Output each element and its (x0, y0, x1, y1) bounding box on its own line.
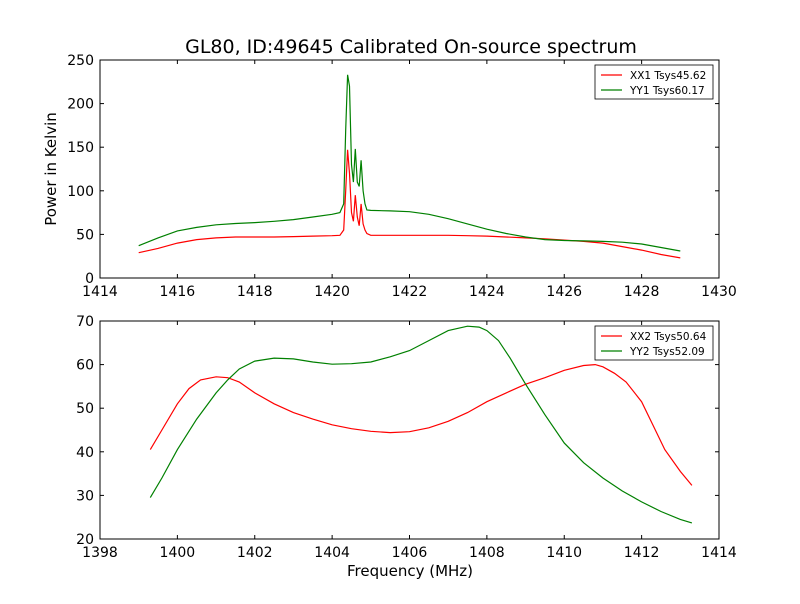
y-tick-label: 60 (76, 358, 94, 374)
panel-1: 1414 1416 1418 1420 1422 1424 1426 1428 1430 0 50 1… (67, 53, 737, 300)
y-tick-label: 30 (76, 488, 94, 504)
x-tick-label: 1412 (624, 545, 660, 561)
legend-label: YY1 Tsys60.17 (629, 85, 705, 97)
x-tick-label: 1424 (469, 284, 505, 300)
series-line-1-2 (138, 74, 681, 252)
x-tick-label: 1410 (546, 545, 582, 561)
legend-1: XX1 Tsys45.62 YY1 Tsys60.17 (594, 64, 714, 100)
series-line-2-2 (149, 325, 693, 524)
x-tick-label: 1416 (160, 284, 196, 300)
y-axis-label: Power in Kelvin (42, 112, 60, 226)
x-tick-label: 1406 (392, 545, 428, 561)
x-tick-label: 1400 (160, 545, 196, 561)
legend-box (594, 64, 714, 100)
legend-2: XX2 Tsys50.64 YY2 Tsys52.09 (594, 325, 714, 361)
series-line-2-1 (149, 363, 693, 486)
x-tick-label: 1426 (546, 284, 582, 300)
y-tick-label: 50 (76, 401, 94, 417)
x-axis-label: Frequency (MHz) (347, 562, 473, 580)
y-tick-label: 200 (67, 97, 94, 113)
x-tick-label: 1398 (82, 545, 118, 561)
plot-panels: 1414 1416 1418 1420 1422 1424 1426 1428 14300501… (67, 53, 737, 561)
x-tick-label: 1420 (314, 284, 350, 300)
legend-label: XX2 Tsys50.64 (630, 331, 707, 343)
y-tick-label: 40 (76, 445, 94, 461)
y-tick-label: 150 (67, 140, 94, 156)
x-tick-label: 1408 (469, 545, 505, 561)
chart-title: GL80, ID:49645 Calibrated On-source spec… (185, 36, 637, 58)
y-tick-label: 20 (76, 532, 94, 548)
y-tick-label: 70 (76, 314, 94, 330)
panel-2: 1398 1400 1402 1404 1406 1408 1410 1412 1414 20 30… (76, 314, 737, 561)
x-tick-label: 1428 (624, 284, 660, 300)
legend-label: YY2 Tsys52.09 (629, 346, 705, 358)
y-tick-label: 250 (67, 53, 94, 69)
y-tick-label: 0 (85, 271, 94, 287)
legend-box (594, 325, 714, 361)
y-tick-label: 50 (76, 227, 94, 243)
x-tick-label: 1414 (82, 284, 118, 300)
x-tick-label: 1404 (314, 545, 350, 561)
x-tick-label: 1414 (701, 545, 737, 561)
x-tick-label: 1402 (237, 545, 273, 561)
y-tick-label: 100 (67, 184, 94, 200)
x-tick-label: 1418 (237, 284, 273, 300)
x-tick-label: 1422 (392, 284, 428, 300)
x-tick-label: 1430 (701, 284, 737, 300)
legend-label: XX1 Tsys45.62 (630, 70, 706, 82)
series-line-1-1 (138, 149, 681, 259)
